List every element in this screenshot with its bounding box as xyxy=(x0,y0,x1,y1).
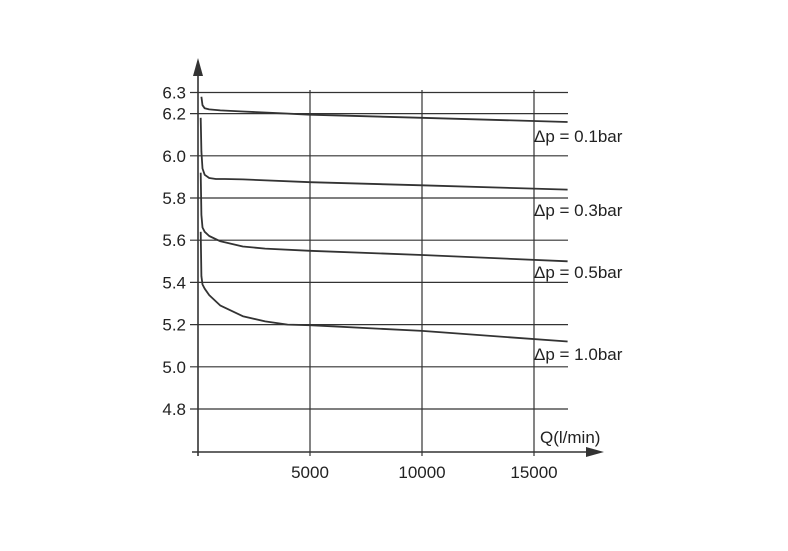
x-tick-label: 10000 xyxy=(398,463,445,482)
y-tick-label: 5.2 xyxy=(162,316,186,335)
y-tick-label: 6.3 xyxy=(162,84,186,103)
axes xyxy=(192,58,604,457)
grid xyxy=(190,90,568,456)
labels: 4.8 5.0 5.2 5.4 5.6 5.8 6.0 6.2 6.3 5000 10000 1500… xyxy=(162,84,622,483)
y-tick-label: 5.4 xyxy=(162,273,186,292)
y-tick-label: 6.2 xyxy=(162,105,186,124)
x-axis-arrow xyxy=(586,447,604,457)
y-tick-label: 4.8 xyxy=(162,400,186,419)
series-line-4 xyxy=(199,231,568,343)
series-line-1 xyxy=(200,96,568,123)
y-tick-label: 6.0 xyxy=(162,147,186,166)
y-tick-label: 5.8 xyxy=(162,189,186,208)
x-tick-label: 15000 xyxy=(510,463,557,482)
y-tick-label: 5.6 xyxy=(162,231,186,250)
series-label-2: Δp = 0.3bar xyxy=(534,201,623,220)
y-axis-arrow xyxy=(193,58,203,76)
series-label-4: Δp = 1.0bar xyxy=(534,345,623,364)
x-tick-label: 5000 xyxy=(291,463,329,482)
x-axis-label: Q(l/min) xyxy=(540,428,600,447)
series-line-2 xyxy=(199,117,568,191)
y-tick-label: 5.0 xyxy=(162,358,186,377)
series-lines xyxy=(199,96,568,343)
series-label-3: Δp = 0.5bar xyxy=(534,263,623,282)
series-label-1: Δp = 0.1bar xyxy=(534,127,623,146)
series-line-3 xyxy=(199,172,568,263)
